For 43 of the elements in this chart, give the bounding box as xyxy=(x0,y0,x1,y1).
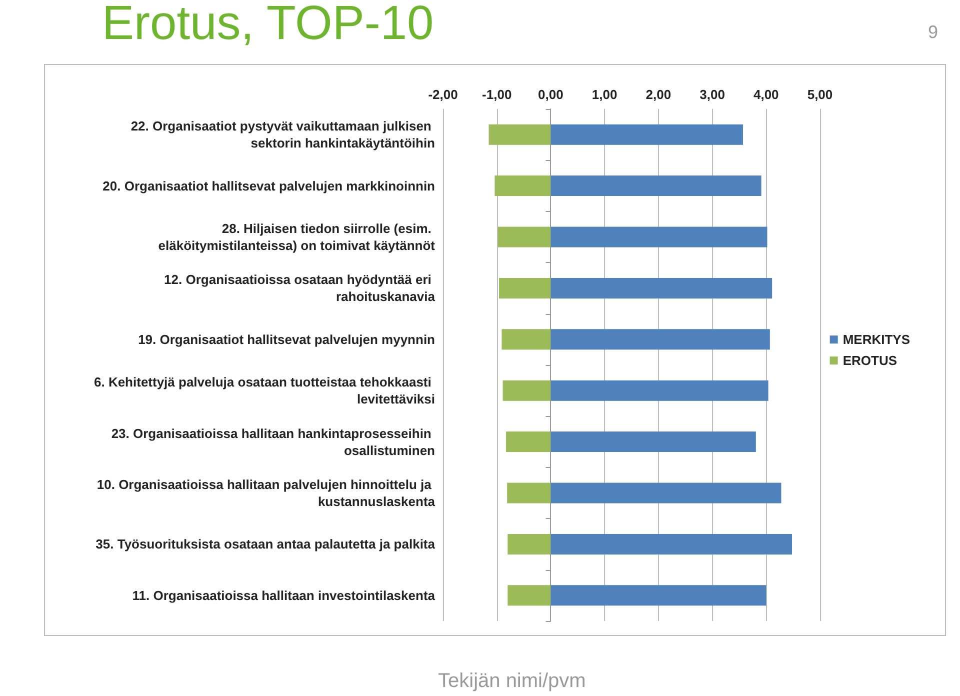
bar xyxy=(506,432,551,452)
bar xyxy=(550,226,768,248)
y-tick-label: 22. Organisaatiot pystyvät vaikuttamaan julkisen sektorin hankintakäytäntöihin xyxy=(130,118,436,151)
bar xyxy=(502,329,551,350)
bar xyxy=(550,585,766,606)
x-tick-label: 1,00 xyxy=(592,87,618,102)
y-tick-label: 19. Organisaatiot hallitsevat palvelujen myynnin xyxy=(138,332,436,347)
x-tick-label: 4,00 xyxy=(753,87,779,102)
bar xyxy=(488,124,551,145)
legend-label: MERKITYS xyxy=(842,332,910,347)
bar xyxy=(550,329,770,350)
bar xyxy=(550,278,772,298)
bar xyxy=(502,380,551,401)
x-tick-label: 2,00 xyxy=(646,87,672,102)
bar xyxy=(508,585,551,606)
bar xyxy=(494,176,551,196)
bar xyxy=(550,482,782,504)
x-tick-label: 5,00 xyxy=(807,87,833,102)
y-tick-label: 35. Työsuorituksista osataan antaa palautetta ja palkita xyxy=(96,536,436,552)
bar xyxy=(550,534,792,554)
text: Tekijän nimi/pvm xyxy=(438,670,586,693)
bar xyxy=(550,124,743,145)
chart-title: Erotus, TOP-10 xyxy=(102,0,434,51)
bar xyxy=(498,226,551,248)
legend-label: EROTUS xyxy=(842,353,898,368)
x-tick-label: -2,00 xyxy=(428,87,458,102)
x-tick-label: 3,00 xyxy=(700,87,725,102)
bar xyxy=(550,176,762,196)
bar xyxy=(499,278,551,298)
x-tick-label: -1,00 xyxy=(482,87,512,102)
y-tick-label: 6. Kehitettyjä palveluja osataan tuotteistaa tehokkaasti levitettäviksi xyxy=(94,374,435,407)
x-tick-label: 0,00 xyxy=(538,87,564,102)
y-tick-label: 28. Hiljaisen tiedon siirrolle (esim. eläköitymistilanteissa) on toimivat käytännöt xyxy=(158,221,436,253)
y-tick-label: 20. Organisaatiot hallitsevat palvelujen markkinoinnin xyxy=(102,178,436,194)
bar xyxy=(507,482,551,504)
y-tick-label: 11. Organisaatioissa hallitaan investointilaskenta xyxy=(132,588,436,603)
text: 9 xyxy=(928,22,938,43)
y-tick-label: 23. Organisaatioissa hallitaan hankintaprosesseihin osallistuminen xyxy=(111,426,436,458)
y-tick-label: 10. Organisaatioissa hallitaan palvelujen hinnoittelu ja kustannuslaskenta xyxy=(96,477,436,509)
bar xyxy=(508,534,551,554)
bar xyxy=(550,380,768,401)
y-tick-label: 12. Organisaatioissa osataan hyödyntää eri rahoituskanavia xyxy=(164,272,436,304)
bar xyxy=(550,432,756,452)
